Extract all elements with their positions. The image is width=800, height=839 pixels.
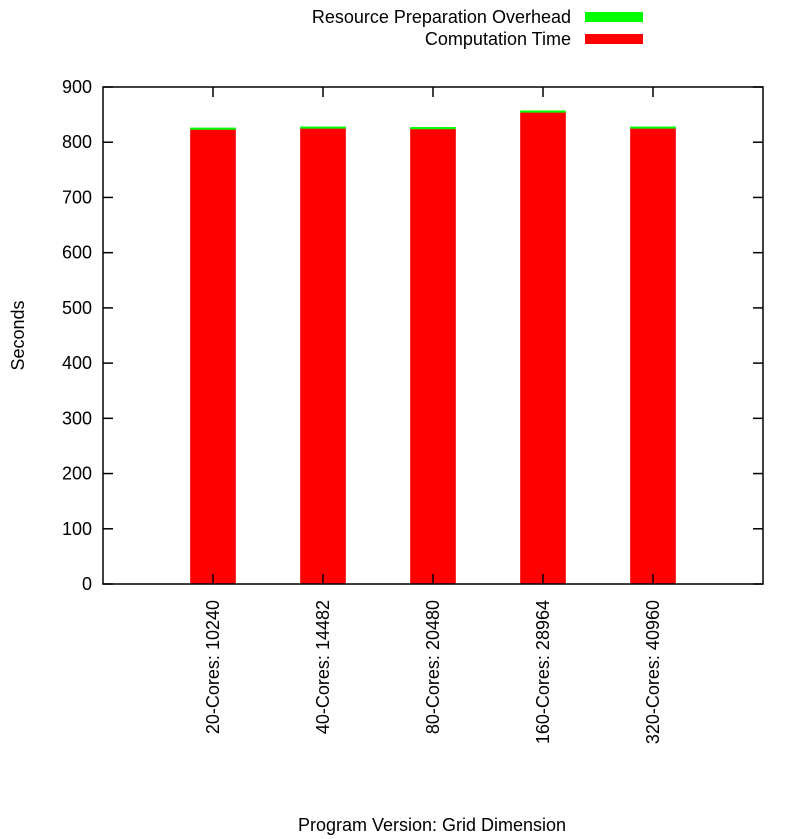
x-tick-label: 80-Cores: 20480 (423, 600, 443, 734)
bar-overhead (410, 127, 456, 130)
bar-computation-time (300, 128, 346, 585)
legend-label: Computation Time (425, 29, 571, 49)
x-tick-label: 160-Cores: 28964 (533, 600, 553, 744)
bar-computation-time (410, 128, 456, 585)
y-tick-label: 700 (62, 187, 92, 207)
y-tick-label: 300 (62, 408, 92, 428)
y-tick-label: 500 (62, 298, 92, 318)
y-tick-label: 100 (62, 519, 92, 539)
y-axis-label: Seconds (8, 300, 28, 370)
bar-computation-time (520, 112, 566, 585)
bar-overhead (300, 126, 346, 129)
x-axis-label: Program Version: Grid Dimension (298, 815, 566, 835)
bar-computation-time (630, 128, 676, 585)
bar-overhead (520, 110, 566, 113)
x-tick-label: 40-Cores: 14482 (313, 600, 333, 734)
bar-overhead (190, 127, 236, 130)
legend: Resource Preparation OverheadComputation… (312, 7, 643, 49)
x-tick-label: 20-Cores: 10240 (203, 600, 223, 734)
y-tick-label: 0 (82, 574, 92, 594)
y-axis: 0 100 200 300 400 500 600 700 800 900 (62, 77, 763, 594)
x-tick-label: 320-Cores: 40960 (643, 600, 663, 744)
y-tick-label: 200 (62, 464, 92, 484)
y-tick-label: 600 (62, 243, 92, 263)
x-axis: 20-Cores: 10240 40-Cores: 14482 80-Cores: … (203, 87, 663, 744)
bar-overhead (630, 126, 676, 129)
legend-swatch (585, 34, 643, 44)
y-tick-label: 800 (62, 132, 92, 152)
y-tick-label: 400 (62, 353, 92, 373)
legend-swatch (585, 12, 643, 22)
bar-computation-time (190, 129, 236, 585)
legend-label: Resource Preparation Overhead (312, 7, 571, 27)
y-tick-label: 900 (62, 77, 92, 97)
bars (190, 110, 676, 585)
